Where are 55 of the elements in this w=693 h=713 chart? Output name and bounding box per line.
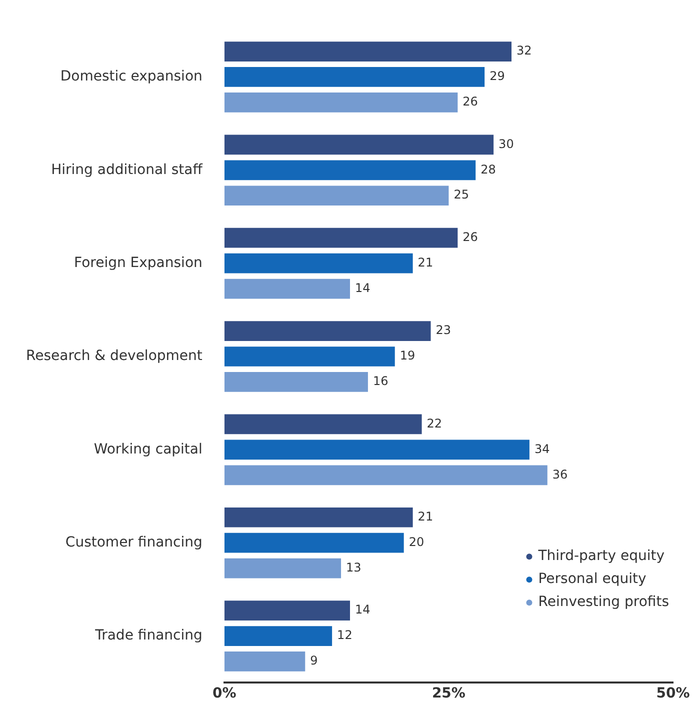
y-tick-label: Customer financing — [65, 534, 202, 550]
bar — [224, 414, 422, 434]
data-label: 22 — [426, 416, 442, 430]
data-label: 21 — [418, 255, 434, 270]
data-label: 25 — [454, 188, 469, 202]
bar — [224, 626, 332, 646]
data-label: 26 — [462, 230, 478, 244]
bar — [224, 186, 449, 206]
bar — [224, 92, 458, 112]
data-label: 23 — [436, 323, 452, 338]
bar — [224, 465, 548, 486]
y-tick-label: Working capital — [94, 441, 202, 458]
bar — [224, 372, 368, 392]
legend-label: Third-party equity — [537, 548, 664, 564]
legend-label: Reinvesting profits — [538, 594, 670, 610]
x-tick-label: 50% — [656, 686, 690, 702]
data-label: 34 — [534, 442, 550, 456]
data-label: 14 — [355, 280, 370, 295]
bar — [224, 558, 342, 578]
data-label: 32 — [516, 44, 532, 58]
data-label: 12 — [337, 628, 352, 642]
bar — [224, 134, 494, 155]
data-label: 13 — [346, 560, 362, 574]
x-tick-label: 0% — [212, 686, 236, 702]
bar — [224, 67, 485, 87]
data-label: 30 — [498, 136, 514, 151]
data-label: 16 — [372, 374, 388, 388]
bar — [224, 532, 404, 553]
y-tick-label: Trade financing — [94, 628, 202, 644]
legend-label: Personal equity — [538, 571, 646, 588]
data-label: 26 — [462, 94, 478, 109]
y-tick-label: Foreign Expansion — [74, 254, 202, 271]
data-label: 14 — [355, 602, 370, 617]
bar — [224, 440, 530, 460]
bar — [224, 346, 395, 366]
y-tick-label: Hiring additional staff — [51, 162, 203, 178]
bar — [224, 321, 431, 341]
y-tick-label: Domestic expansion — [60, 68, 202, 85]
data-label: 36 — [552, 467, 568, 482]
bar — [224, 507, 413, 528]
bar — [224, 42, 512, 62]
bar — [224, 160, 476, 180]
x-tick-label: 25% — [432, 686, 466, 702]
y-tick-label: Research & development — [26, 348, 203, 364]
bar — [224, 228, 458, 248]
data-label: 19 — [400, 348, 416, 363]
bar — [224, 278, 350, 299]
bar — [224, 253, 413, 274]
data-label: 20 — [408, 534, 424, 549]
data-label: 21 — [418, 510, 434, 524]
data-label: 29 — [490, 69, 505, 84]
data-label: 28 — [480, 162, 496, 176]
bar — [224, 652, 306, 672]
bar — [224, 600, 350, 620]
data-label: 9 — [310, 654, 318, 668]
